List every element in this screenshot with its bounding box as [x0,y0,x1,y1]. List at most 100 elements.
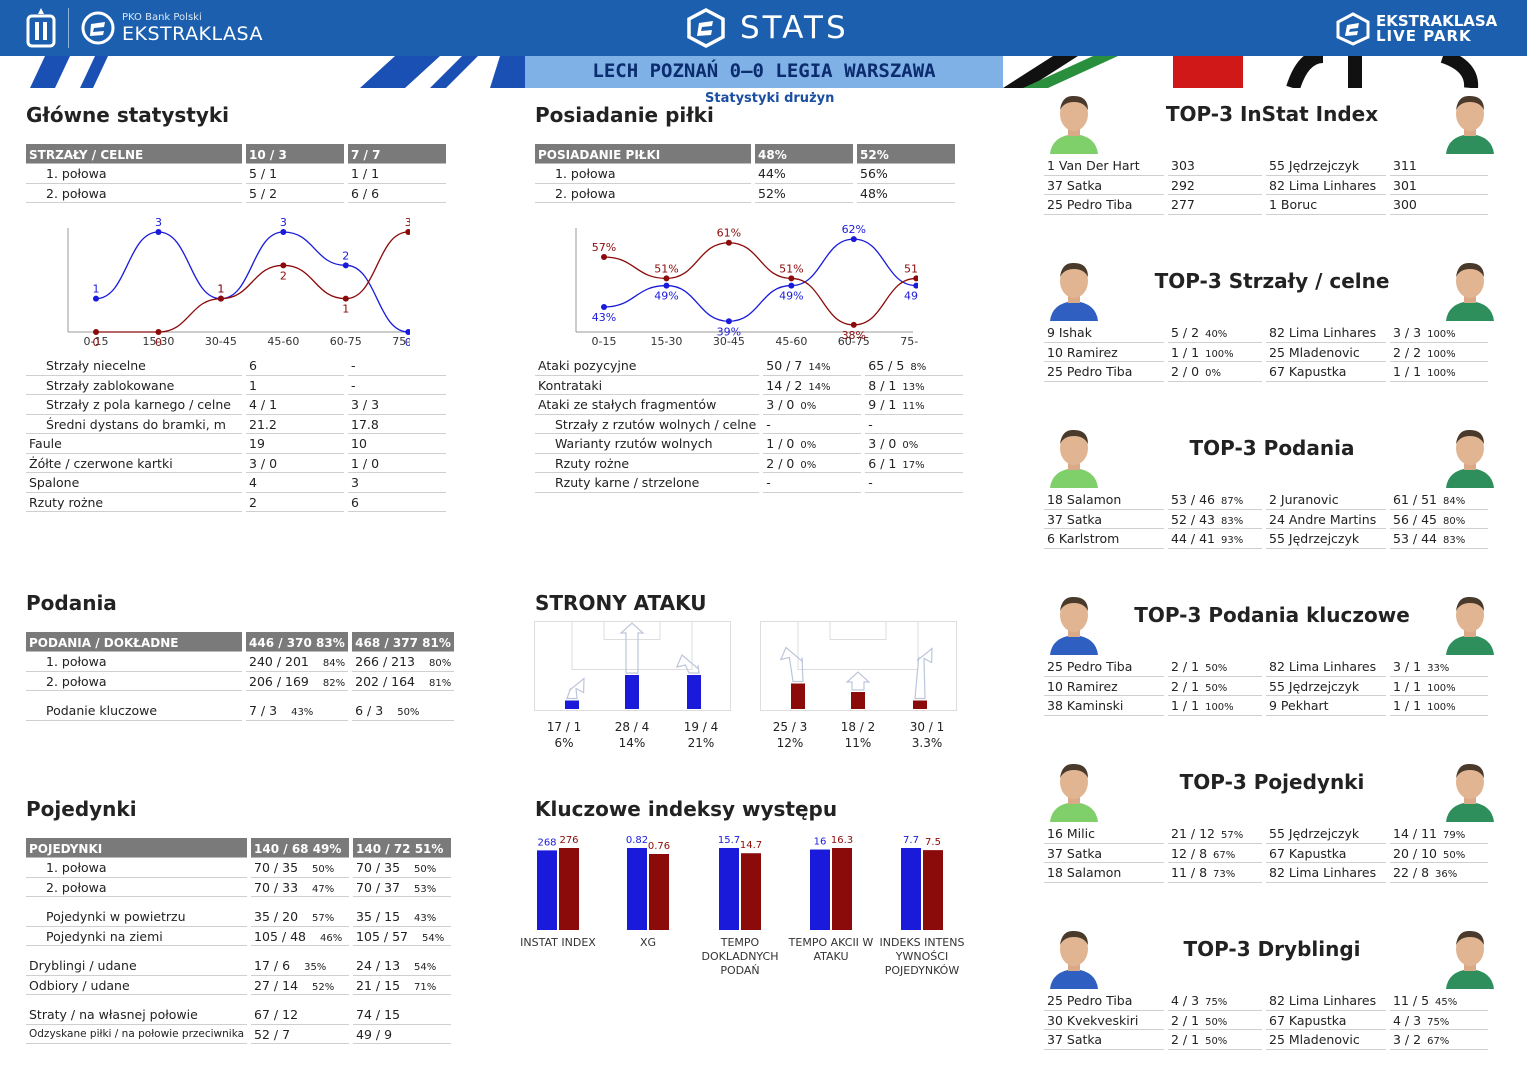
percent: 83% [1220,515,1244,527]
player-name: 67 Kapustka [1266,844,1386,863]
stat-cell: 8 / 1 13% [865,376,964,395]
stat-cell: 3 / 0 0% [763,395,862,415]
passes-head-label: PODANIA / DOKŁADNE [26,632,242,652]
possession-head-label: POSIADANIE PIŁKI [535,144,751,164]
attack-side-label: 30 / 1 3.3% [897,719,957,751]
player-name: 25 Mladenovic [1266,1030,1386,1050]
duels-title: Pojedynki [26,797,137,821]
stat-cell: 2. połowa [26,878,248,897]
attack-count: 28 / 4 [614,720,650,734]
player-name: 2 Juranovic [1266,490,1386,510]
data-point [93,329,99,335]
player-value: 53 / 46 87% [1168,490,1262,510]
percent: 0% [800,459,817,471]
value: 20 / 10 [1393,845,1437,861]
player-name: 38 Kaminski [1044,696,1164,716]
player-value: 301 [1390,176,1488,195]
value: 70 / 35 [254,860,299,876]
value: 292 [1171,177,1195,193]
data-label: 1 [93,283,100,296]
data-label: 49% [654,290,678,303]
team-stats-subtitle: Statystyki drużyn [705,91,835,106]
stat-cell: 206 / 169 82% [246,672,349,691]
value: 56 / 45 [1393,511,1437,527]
attack-bar [851,692,865,709]
player-value: 5 / 2 40% [1168,323,1262,343]
attack-sides-title: STRONY ATAKU [535,591,707,615]
player-value: 56 / 45 80% [1390,510,1488,529]
data-point [93,295,99,302]
stat-cell: 2 / 0 0% [763,454,862,473]
data-label: 51% [779,262,803,275]
percent: 80% [1442,515,1466,527]
pko-logo-icon [26,8,56,48]
series-line [96,231,409,333]
passes-table: PODANIA / DOKŁADNE 446 / 370 83% 468 / 377… [22,632,458,721]
player-value: 4 / 3 75% [1168,991,1262,1011]
player-avatar [1050,95,1098,154]
player-value: 4 / 3 75% [1390,1011,1488,1030]
series-line [603,242,917,326]
top3-row: 1 Van Der Hart 303 55 Jędrzejczyk 311 [1044,156,1488,176]
percent: 46% [319,932,343,944]
data-point [850,321,857,328]
spacer [251,946,349,956]
player-value: 277 [1168,195,1262,215]
percent: 80% [429,658,452,670]
player-value: 1 / 1 100% [1390,677,1488,696]
index-category-label: XG [639,936,657,949]
value: 52 / 7 [254,1026,291,1042]
value: 4 / 3 [1393,1012,1422,1028]
percent: 100% [1427,329,1456,341]
main-stats-title: Główne statystyki [26,103,230,127]
stat-cell: 9 / 1 11% [865,395,964,415]
value: 277 [1171,197,1195,213]
attack-side-label: 25 / 3 12% [760,719,820,751]
stat-cell: Spalone [26,473,242,493]
player-name: 9 Ishak [1044,323,1164,343]
goal-box [603,621,661,640]
stat-cell: Średni dystans do bramki, m [26,415,242,434]
value: 27 / 14 [254,977,299,993]
data-label: 2 [342,249,349,262]
stat-cell: 48% [857,184,955,203]
player-name: 82 Lima Linhares [1266,323,1386,343]
stat-row: Rzuty karne / strzelone - - [535,473,964,493]
index-bar [627,848,647,930]
stat-cell: Kontrataki [535,376,760,395]
stat-cell: Pojedynki na ziemi [26,927,248,946]
stat-row: Strzały zablokowane 1- [26,376,446,395]
player-name: 10 Ramirez [1044,343,1164,362]
value: 1 / 1 [1171,344,1200,360]
x-tick-label: 60-75 [838,335,870,348]
percent: 100% [1205,348,1234,360]
stat-cell: 27 / 14 52% [251,976,350,995]
top3-row: 38 Kaminski 1 / 1 100% 9 Pekhart 1 / 1 100% [1044,696,1488,716]
stat-cell: 6 [246,356,344,376]
data-point [663,275,670,282]
player-value: 2 / 1 50% [1168,1030,1262,1050]
player-value: 2 / 1 50% [1168,677,1262,696]
data-point [155,229,162,235]
player-avatar [1446,429,1494,488]
player-name: 1 Van Der Hart [1044,156,1164,176]
x-tick-label: 15-30 [650,335,682,348]
attack-count: 17 / 1 [546,720,582,734]
index-bar [832,848,852,930]
player-value: 11 / 8 73% [1168,863,1262,883]
player-avatar [1050,763,1098,822]
data-label: 49% [904,290,918,303]
percent: 57% [312,913,335,925]
percent: 100% [1427,368,1456,380]
value: 1 / 1 [1393,364,1422,380]
player-value: 12 / 8 67% [1168,844,1262,863]
live-park-logo-icon [1336,12,1370,46]
index-category-label: TEMPO AKCII W ATAKU [788,936,874,963]
attack-percent: 6% [554,736,574,750]
attack-arrow-icon [619,622,645,674]
attack-bar [687,675,701,709]
player-value: 3 / 2 67% [1390,1030,1488,1050]
shots-head-label: STRZAŁY / CELNE [26,144,242,164]
player-value: 1 / 1 100% [1390,696,1488,716]
